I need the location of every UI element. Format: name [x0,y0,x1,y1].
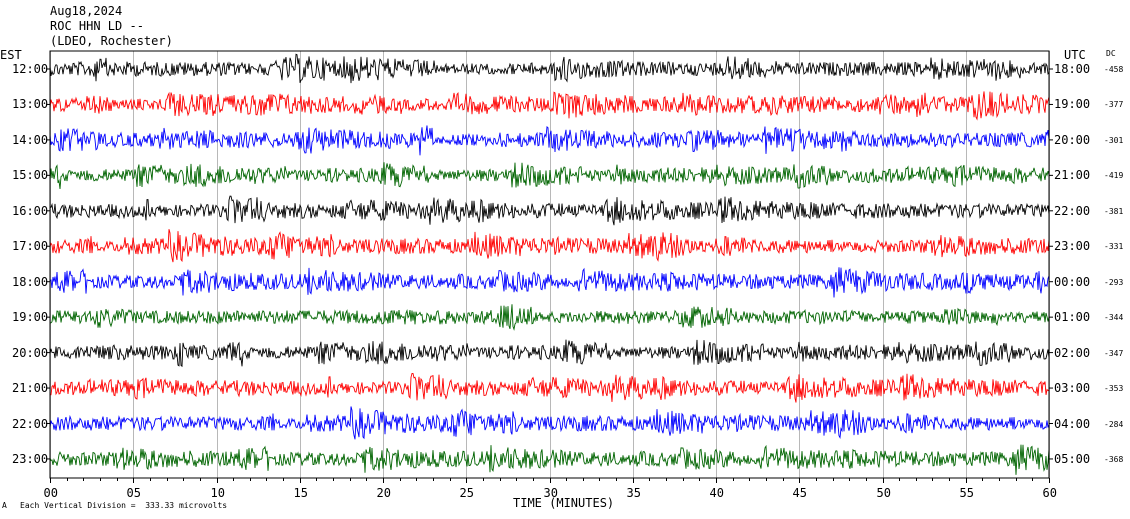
station-title: ROC HHN LD -- [50,19,144,33]
dc-offset-label: -377 [1104,100,1124,110]
trace-1900 [49,304,1050,331]
trace-2100 [49,372,1050,403]
utc-time-label: 01:00 [1054,310,1091,325]
plot-frame [49,50,1050,479]
x-tick-label: 35 [626,486,641,500]
utc-time-label: 04:00 [1054,416,1091,431]
est-time-label: 20:00 [12,345,49,360]
trace-1800 [49,267,1050,298]
est-time-label: 22:00 [12,416,49,431]
trace-1500 [49,162,1050,190]
utc-time-label: 22:00 [1054,203,1091,218]
dc-offset-label: -419 [1104,171,1124,181]
dc-offset-label: -284 [1104,419,1124,429]
dc-offset-label: -331 [1104,242,1124,252]
dc-column-title: DC [1106,49,1116,58]
dc-offset-label: -381 [1104,206,1124,216]
x-axis-label: TIME (MINUTES) [513,496,615,510]
x-tick-label: 20 [376,486,391,500]
dc-offset-label: -301 [1104,135,1124,145]
trace-2000 [49,339,1050,368]
utc-time-label: 05:00 [1054,451,1091,466]
utc-time-label: 18:00 [1054,62,1091,76]
x-tick-label: 45 [792,486,807,500]
est-time-label: 21:00 [12,381,49,396]
dc-offset-label: -458 [1104,65,1124,74]
utc-time-label: 20:00 [1054,132,1091,147]
utc-time-label: 00:00 [1054,274,1091,289]
x-tick-label: 30 [543,486,558,500]
x-tick-label: 10 [210,486,225,500]
corner-mark: A [2,501,7,510]
seismic-traces [49,53,1050,475]
date-title: Aug18,2024 [50,4,123,18]
x-tick-label: 00 [43,486,58,500]
utc-time-label: 23:00 [1054,239,1091,254]
scale-note: Each Vertical Division = 333.33 microvol… [20,501,228,510]
utc-time-label: 19:00 [1054,97,1091,112]
utc-time-label: 21:00 [1054,168,1091,183]
utc-time-label: 03:00 [1054,381,1091,396]
dc-offset-label: -347 [1104,348,1124,358]
est-axis-title: EST [0,48,22,62]
trace-1300 [49,91,1050,121]
est-time-label: 14:00 [12,132,49,147]
x-tick-label: 15 [293,486,308,500]
x-tick-label: 50 [876,486,891,500]
trace-2200 [49,406,1050,440]
dc-offset-label: -344 [1104,313,1124,323]
est-time-label: 16:00 [12,203,49,218]
trace-1700 [49,229,1050,263]
est-time-label: 12:00 [12,62,49,76]
x-tick-label: 40 [709,486,724,500]
trace-1400 [49,125,1050,156]
est-time-label: 13:00 [12,97,49,112]
est-time-label: 23:00 [12,451,49,466]
utc-time-label: 02:00 [1054,345,1091,360]
est-time-label: 18:00 [12,274,49,289]
minute-gridlines [50,51,1050,478]
est-time-label: 19:00 [12,310,49,325]
trace-2300 [49,444,1050,475]
x-axis-ticks [46,68,1053,483]
utc-axis-title: UTC [1064,48,1086,62]
x-tick-label: 55 [959,486,974,500]
est-time-label: 15:00 [12,168,49,183]
trace-1200 [49,53,1050,84]
est-time-label: 17:00 [12,239,49,254]
network-title: (LDEO, Rochester) [50,34,173,48]
x-tick-label: 05 [126,486,141,500]
x-tick-label: 25 [459,486,474,500]
trace-1600 [49,195,1050,226]
x-tick-label: 60 [1042,486,1057,500]
dc-offset-label: -293 [1104,277,1124,287]
dc-offset-label: -353 [1104,384,1124,394]
dc-offset-label: -368 [1104,454,1124,464]
